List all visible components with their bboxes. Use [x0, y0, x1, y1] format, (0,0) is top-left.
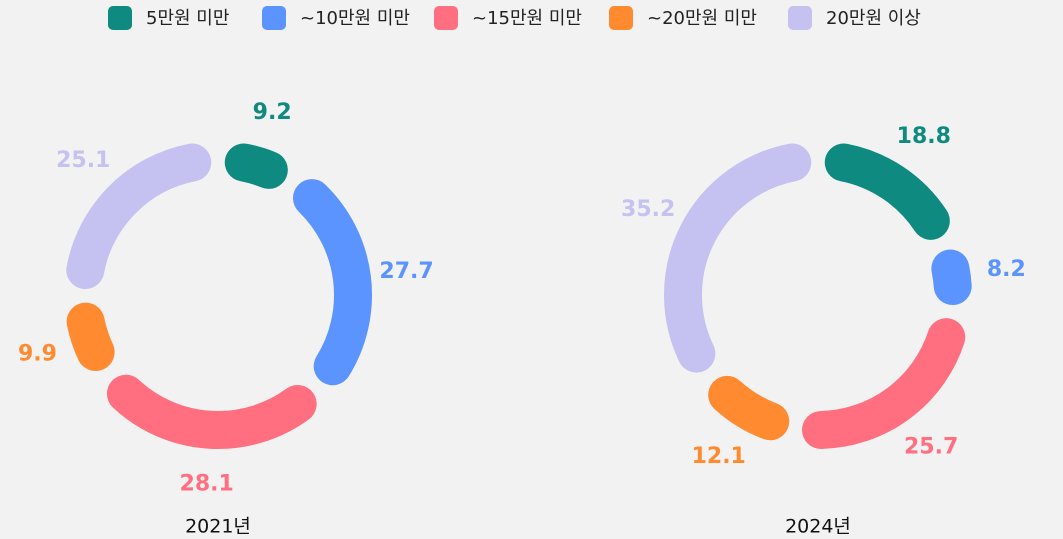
legend-swatch	[434, 6, 458, 30]
legend-label: ~15만원 미만	[472, 8, 582, 29]
donut-segment	[292, 179, 372, 386]
value-label: 25.1	[56, 148, 110, 173]
donut-segment	[708, 375, 790, 441]
value-label: 12.1	[692, 444, 746, 469]
donut-segment	[106, 374, 317, 449]
chart-title: 2024년	[785, 516, 851, 538]
value-label: 18.8	[897, 124, 951, 149]
legend-swatch	[788, 6, 812, 30]
donut-segment	[802, 318, 966, 449]
legend-swatch	[108, 6, 132, 30]
donut-segment	[224, 143, 288, 189]
value-label: 9.9	[18, 341, 57, 366]
value-label: 25.7	[904, 435, 958, 460]
value-label: 35.2	[621, 197, 675, 222]
donut-segment	[664, 143, 812, 373]
donut-segment	[824, 143, 950, 240]
value-label: 9.2	[253, 100, 292, 125]
donut-segment	[66, 302, 115, 372]
legend-label: ~10만원 미만	[300, 8, 410, 29]
value-label: 28.1	[180, 472, 234, 497]
value-label: 8.2	[987, 257, 1026, 282]
donut-segment	[931, 249, 972, 306]
donut-segment	[66, 143, 212, 290]
legend-label: 20만원 이상	[826, 8, 921, 29]
legend-swatch	[609, 6, 633, 30]
value-label: 27.7	[379, 259, 433, 284]
legend-label: 5만원 미만	[146, 8, 229, 29]
chart-title: 2021년	[185, 516, 251, 538]
legend-label: ~20만원 미만	[647, 8, 757, 29]
legend-swatch	[262, 6, 286, 30]
